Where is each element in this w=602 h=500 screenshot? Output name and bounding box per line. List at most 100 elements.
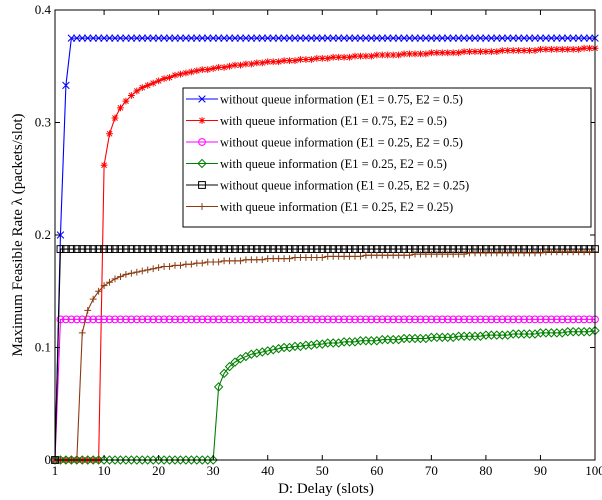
data-point [291, 315, 299, 324]
data-point [291, 245, 299, 253]
data-point [318, 245, 327, 253]
data-point [246, 349, 257, 359]
data-point [247, 34, 256, 42]
data-point [405, 315, 414, 324]
data-point [220, 63, 228, 71]
data-point [411, 34, 419, 42]
data-point [242, 315, 250, 324]
data-point [144, 81, 152, 89]
data-point [187, 34, 196, 42]
data-point [471, 315, 479, 324]
data-point [514, 315, 523, 324]
data-point [187, 315, 196, 324]
data-point [154, 245, 163, 253]
data-point [160, 34, 168, 42]
x-tick-label: 1 [52, 463, 59, 478]
data-point [454, 315, 463, 324]
data-point [220, 245, 228, 253]
data-point [182, 34, 190, 42]
plot-area [55, 10, 595, 460]
data-point [569, 34, 577, 42]
data-point [526, 47, 533, 54]
data-point [258, 256, 266, 264]
data-point [395, 51, 403, 59]
data-point [193, 34, 201, 42]
data-point [94, 315, 103, 324]
data-point [176, 34, 185, 42]
data-point [455, 49, 463, 57]
data-point [302, 34, 310, 42]
data-point [400, 34, 408, 42]
data-point [295, 341, 306, 352]
legend-label: with queue information (E1 = 0.25, E2 = … [220, 157, 447, 171]
data-point [214, 34, 223, 42]
data-point [160, 75, 168, 83]
data-point [165, 245, 174, 253]
data-point [553, 34, 561, 42]
data-point [356, 34, 365, 42]
data-point [362, 34, 370, 42]
data-point [242, 245, 250, 253]
data-point [171, 245, 179, 253]
data-point [122, 270, 130, 278]
data-point [138, 84, 146, 92]
data-point [100, 282, 108, 290]
data-point [537, 45, 544, 53]
data-point [340, 34, 348, 42]
data-point [460, 315, 468, 324]
data-point [78, 329, 86, 337]
data-point [171, 315, 179, 324]
data-point [558, 45, 566, 53]
data-point [317, 339, 327, 349]
data-point [149, 34, 157, 42]
data-point [514, 34, 523, 42]
data-point [78, 245, 87, 253]
data-point [285, 34, 294, 42]
data-point [460, 48, 468, 56]
series-6 [51, 248, 599, 464]
data-point [100, 245, 108, 253]
data-point [83, 315, 92, 324]
data-point [106, 278, 113, 286]
data-point [329, 53, 337, 61]
data-point [127, 92, 135, 99]
data-point [421, 333, 431, 344]
data-point [72, 315, 81, 324]
data-point [177, 261, 184, 269]
data-point [226, 62, 233, 70]
data-point [557, 328, 567, 338]
data-point [280, 34, 288, 42]
data-point [334, 34, 343, 42]
series-line-5 [54, 248, 595, 461]
data-point [525, 34, 534, 42]
data-point [367, 52, 375, 60]
data-point [231, 34, 239, 42]
data-point [498, 34, 507, 42]
data-point [542, 34, 550, 42]
data-point [438, 49, 446, 57]
data-point [285, 245, 294, 253]
data-point [214, 315, 223, 324]
data-point [247, 315, 256, 324]
series-5 [51, 245, 599, 464]
data-point [307, 245, 316, 253]
x-tick-label: 10 [98, 463, 111, 478]
data-point [154, 315, 163, 324]
data-point [531, 315, 539, 324]
data-point [476, 315, 485, 324]
data-point [323, 315, 332, 324]
data-point [127, 315, 136, 324]
data-point [575, 45, 583, 53]
data-point [417, 50, 424, 58]
data-point [94, 34, 103, 42]
data-point [411, 315, 419, 324]
data-point [291, 34, 299, 42]
data-point [138, 315, 147, 324]
data-point [160, 245, 168, 253]
legend-entry: without queue information (E1 = 0.25, E2… [186, 179, 469, 193]
data-point [356, 245, 365, 253]
x-tick-label: 90 [534, 463, 547, 478]
data-point [56, 315, 65, 324]
data-point [520, 34, 528, 42]
